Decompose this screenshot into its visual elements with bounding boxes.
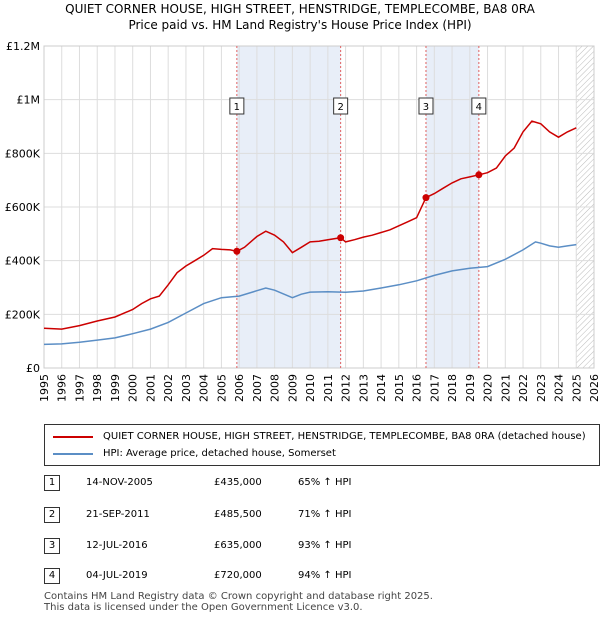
x-tick-label: 2026 [588, 374, 600, 402]
sale-price: £635,000 [214, 540, 262, 551]
x-tick-label: 2000 [127, 374, 140, 402]
x-tick-label: 2008 [269, 374, 282, 402]
sale-label-number: 1 [234, 102, 240, 113]
sale-date: 04-JUL-2019 [86, 570, 148, 581]
sale-date: 14-NOV-2005 [86, 477, 153, 488]
sale-hpi-diff: 71% ↑ HPI [298, 509, 352, 520]
table-row: 2 21-SEP-2011 £485,500 71% ↑ HPI [0, 505, 600, 525]
legend-swatch-property [53, 436, 93, 438]
sale-hpi-diff: 94% ↑ HPI [298, 570, 352, 581]
sale-point [233, 247, 241, 255]
x-tick-label: 2007 [251, 374, 264, 402]
legend-label-property: QUIET CORNER HOUSE, HIGH STREET, HENSTRI… [103, 431, 586, 442]
x-tick-label: 2022 [517, 374, 530, 402]
sale-label-box [229, 97, 245, 115]
x-tick-label: 1996 [56, 374, 69, 402]
sale-number-badge: 1 [44, 475, 60, 491]
legend-swatch-hpi [53, 453, 93, 455]
sale-label-number: 4 [476, 102, 482, 113]
x-tick-label: 2017 [428, 374, 441, 402]
sale-label-box [333, 97, 349, 115]
x-tick-label: 1997 [73, 374, 86, 402]
table-row: 1 14-NOV-2005 £435,000 65% ↑ HPI [0, 473, 600, 493]
chart-title: QUIET CORNER HOUSE, HIGH STREET, HENSTRI… [65, 2, 535, 16]
y-tick-label: £400K [5, 255, 41, 268]
footer-copyright: Contains HM Land Registry data © Crown c… [44, 591, 433, 602]
sale-number-badge: 3 [44, 538, 60, 554]
sale-price: £485,500 [214, 509, 262, 520]
sale-date: 12-JUL-2016 [86, 540, 148, 551]
hpi-series-line [43, 241, 577, 346]
sale-number-badge: 2 [44, 507, 60, 523]
table-row: 4 04-JUL-2019 £720,000 94% ↑ HPI [0, 566, 600, 586]
sale-label-box [471, 97, 487, 115]
sale-hpi-diff: 65% ↑ HPI [298, 477, 352, 488]
chart-subtitle: Price paid vs. HM Land Registry's House … [128, 18, 472, 32]
x-tick-label: 2023 [535, 374, 548, 402]
x-tick-label: 2002 [162, 374, 175, 402]
x-tick-label: 2011 [322, 374, 335, 402]
x-tick-label: 2005 [215, 374, 228, 402]
legend: QUIET CORNER HOUSE, HIGH STREET, HENSTRI… [44, 424, 600, 466]
y-tick-label: £1.2M [6, 40, 40, 53]
sale-label-number: 2 [337, 102, 343, 113]
footer-licence: This data is licensed under the Open Gov… [44, 602, 363, 613]
x-tick-label: 1998 [91, 374, 104, 402]
x-tick-label: 2018 [446, 374, 459, 402]
x-tick-label: 2001 [144, 374, 157, 402]
x-tick-label: 2025 [570, 374, 583, 402]
sale-hpi-diff: 93% ↑ HPI [298, 540, 352, 551]
x-tick-label: 2024 [553, 374, 566, 402]
x-tick-label: 2010 [304, 374, 317, 402]
x-tick-label: 2004 [198, 374, 211, 402]
sale-label-number: 3 [423, 102, 429, 113]
sale-price: £720,000 [214, 570, 262, 581]
x-tick-label: 2009 [286, 374, 299, 402]
y-tick-label: £800K [5, 147, 41, 160]
x-tick-label: 2006 [233, 374, 246, 402]
property-series-line [43, 120, 577, 330]
x-tick-label: 2012 [340, 374, 353, 402]
y-tick-label: £1M [17, 94, 41, 107]
x-tick-label: 1995 [38, 374, 51, 402]
x-tick-label: 2016 [411, 374, 424, 402]
y-tick-label: £600K [5, 201, 41, 214]
x-tick-label: 2020 [482, 374, 495, 402]
x-tick-label: 2003 [180, 374, 193, 402]
x-tick-label: 2015 [393, 374, 406, 402]
table-row: 3 12-JUL-2016 £635,000 93% ↑ HPI [0, 536, 600, 556]
y-tick-label: £200K [5, 308, 41, 321]
sale-point [337, 234, 345, 242]
x-tick-label: 1999 [109, 374, 122, 402]
legend-label-hpi: HPI: Average price, detached house, Some… [103, 448, 336, 459]
sale-price: £435,000 [214, 477, 262, 488]
sale-point [475, 171, 483, 179]
sale-point [422, 194, 430, 202]
x-tick-label: 2021 [499, 374, 512, 402]
y-tick-label: £0 [26, 362, 40, 375]
sale-number-badge: 4 [44, 568, 60, 584]
sale-label-box [418, 97, 434, 115]
sale-date: 21-SEP-2011 [86, 509, 150, 520]
x-tick-label: 2013 [357, 374, 370, 402]
plot-frame [43, 45, 595, 369]
price-chart: £0 £200K £400K £600K £800K £1M £1.2M 1995 1996 19… [5, 40, 600, 402]
x-tick-label: 2014 [375, 374, 388, 402]
x-tick-label: 2019 [464, 374, 477, 402]
